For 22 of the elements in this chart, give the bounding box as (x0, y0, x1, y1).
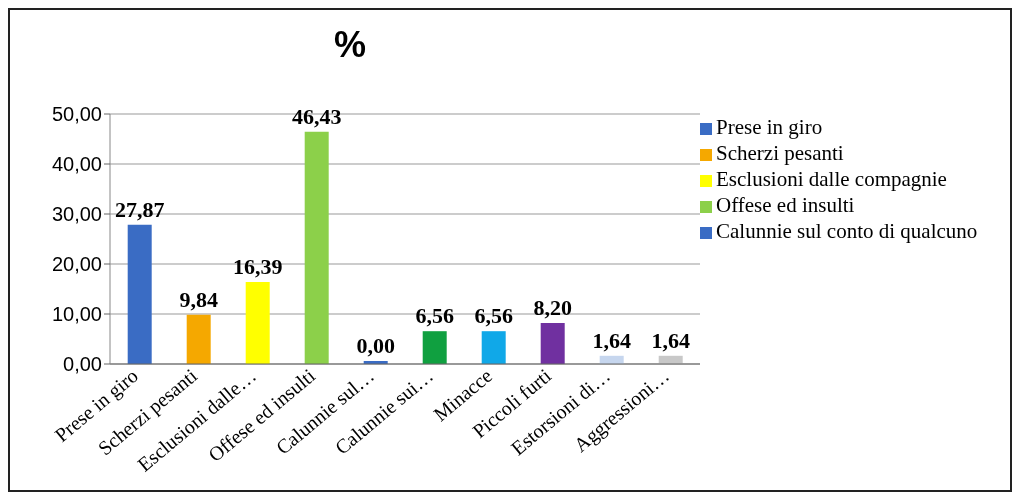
chart-title: % (333, 23, 367, 67)
y-tick-label: 10,00 (51, 303, 102, 326)
data-label: 0,00 (356, 333, 395, 358)
legend-label: Prese in giro (716, 115, 823, 139)
y-tick-label: 0,00 (63, 353, 102, 376)
legend-label: Scherzi pesanti (716, 141, 844, 165)
data-label: 6,56 (474, 303, 513, 329)
legend-label: Calunnie sul conto di qualcuno (716, 219, 978, 243)
y-tick-label: 40,00 (51, 153, 102, 176)
y-tick-label: 30,00 (51, 203, 102, 226)
data-label: 6,56 (415, 303, 454, 329)
data-label: 1,64 (592, 327, 631, 353)
y-tick-label: 20,00 (51, 253, 102, 276)
data-label: 27,87 (114, 196, 165, 222)
data-label: 46,43 (291, 103, 342, 129)
legend-label: Esclusioni dalle compagnie (716, 167, 947, 191)
data-label: 16,39 (232, 254, 283, 280)
data-label: 8,20 (533, 295, 572, 320)
y-tick-label: 50,00 (51, 103, 102, 126)
data-label: 9,84 (179, 286, 218, 312)
legend-label: Offese ed insulti (716, 193, 855, 217)
data-label: 1,64 (651, 327, 690, 353)
